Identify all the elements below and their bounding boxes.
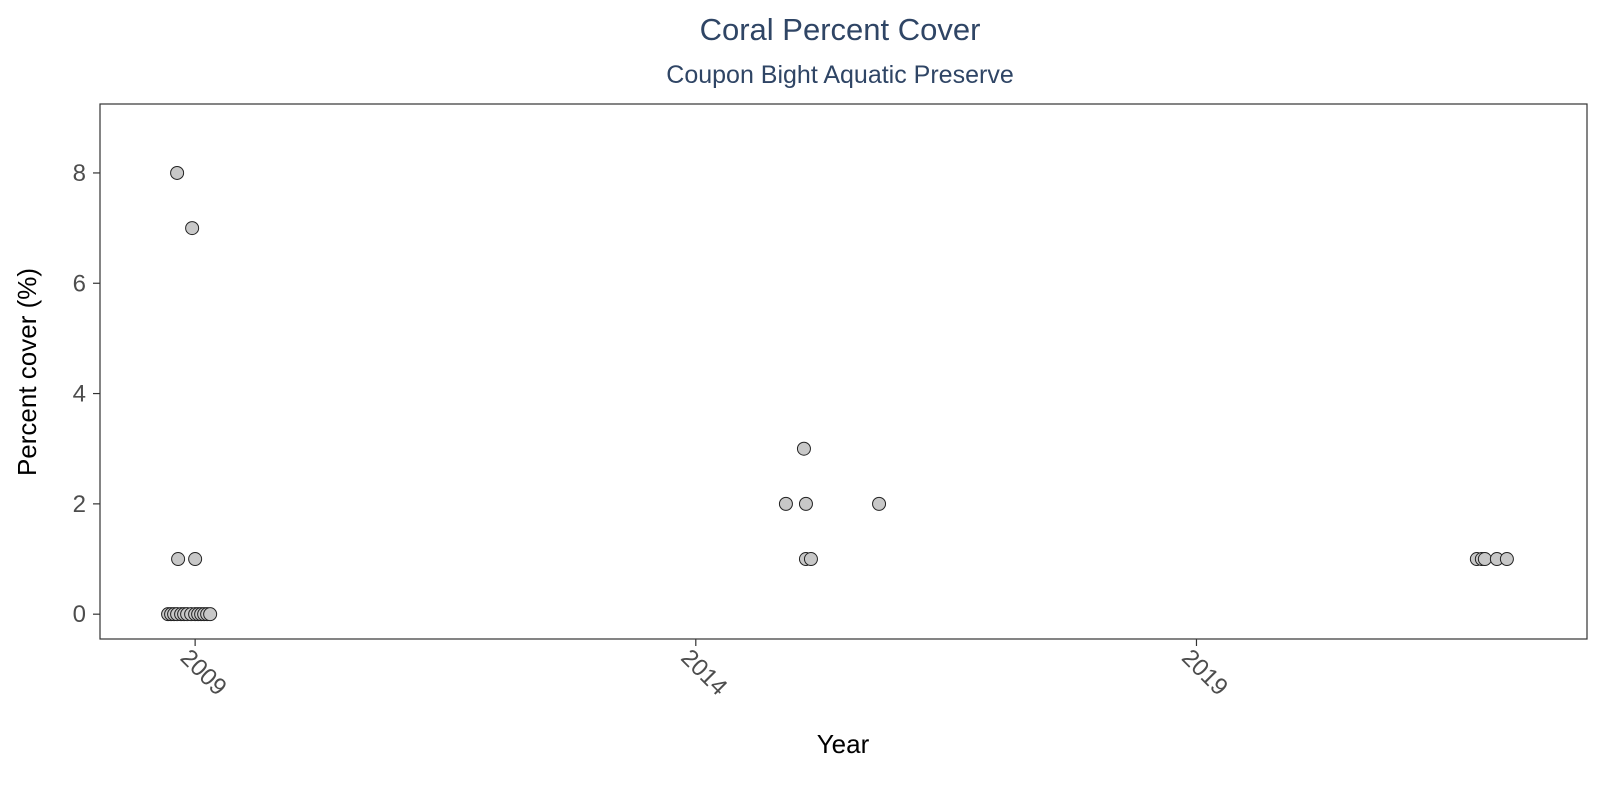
y-tick-label: 2 bbox=[73, 491, 86, 518]
x-tick-label: 2019 bbox=[1176, 644, 1233, 701]
data-point bbox=[188, 552, 203, 567]
y-tick-label: 0 bbox=[73, 601, 86, 628]
data-point bbox=[803, 552, 818, 567]
x-axis-title: Year bbox=[817, 729, 870, 759]
y-axis: 0 2 4 6 8 bbox=[73, 160, 100, 628]
chart-title: Coral Percent Cover bbox=[700, 12, 981, 47]
data-point bbox=[1499, 552, 1514, 567]
data-point bbox=[778, 496, 793, 511]
x-tick-label: 2014 bbox=[676, 644, 733, 701]
data-points bbox=[161, 165, 1514, 622]
x-axis: 2009 2014 2019 bbox=[175, 639, 1233, 701]
data-point bbox=[171, 552, 186, 567]
data-point bbox=[872, 496, 887, 511]
data-point bbox=[185, 221, 200, 236]
y-tick-label: 4 bbox=[73, 381, 86, 408]
x-tick-label: 2009 bbox=[175, 644, 232, 701]
data-point bbox=[796, 441, 811, 456]
y-tick-label: 6 bbox=[73, 270, 86, 297]
data-point bbox=[798, 496, 813, 511]
y-axis-title: Percent cover (%) bbox=[12, 268, 42, 476]
plot-panel bbox=[99, 103, 1588, 640]
data-point bbox=[170, 165, 185, 180]
data-point bbox=[1477, 552, 1492, 567]
chart-subtitle: Coupon Bight Aquatic Preserve bbox=[666, 61, 1013, 89]
y-tick-label: 8 bbox=[73, 160, 86, 187]
data-point bbox=[203, 607, 218, 622]
